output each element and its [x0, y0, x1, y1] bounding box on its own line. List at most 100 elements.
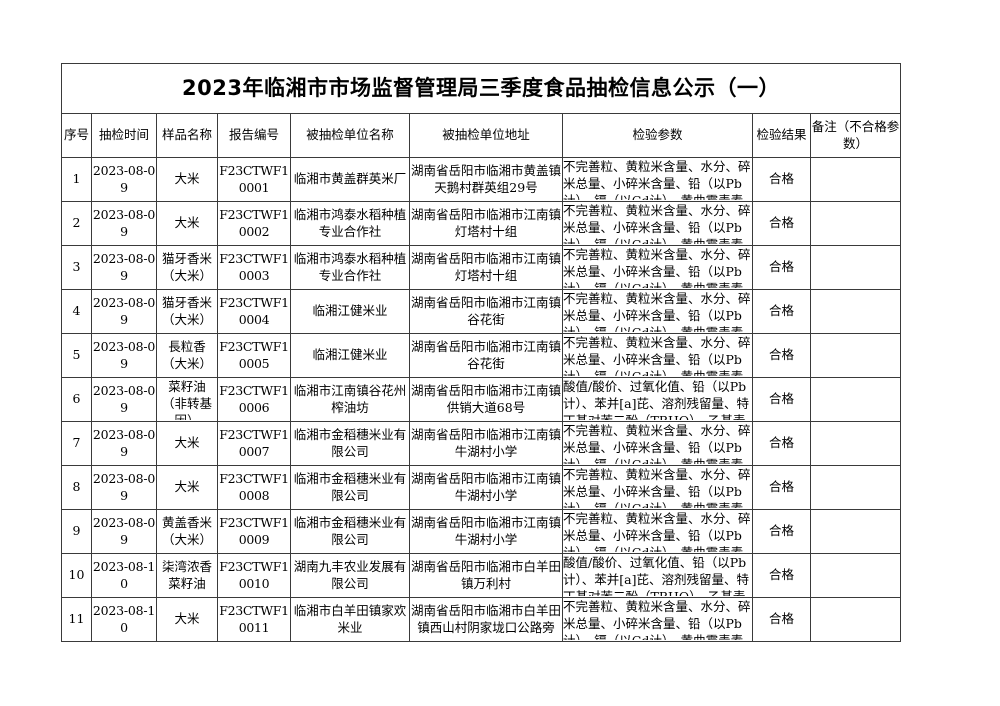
cell-remark: [809, 421, 902, 466]
cell-params: 不完善粒、黄粒米含量、水分、碎米总量、小碎米含量、铅（以Pb计）、镉（以Cd计）…: [562, 201, 753, 246]
cell-sample-text: 長粒香（大米）: [161, 338, 212, 371]
cell-unit-text: 临湘市江南镇谷花州榨油坊: [293, 382, 407, 415]
table-body: 2023年临湘市市场监督管理局三季度食品抽检信息公示（一） 序号 抽检时间 样品…: [60, 63, 902, 642]
cell-params: 酸值/酸价、过氧化值、铅（以Pb计）、苯并[a]芘、溶剂残留量、特丁基对苯二酚（…: [562, 553, 753, 598]
cell-index: 10: [61, 553, 92, 598]
table-row: 1 2023-08-09 大米 F23CTWF10001 临湘市黄盖群英米厂 湖南省岳阳市…: [61, 157, 902, 202]
cell-code: F23CTWF10006: [217, 377, 291, 422]
cell-remark: [809, 377, 902, 422]
cell-code: F23CTWF10011: [217, 597, 291, 642]
column-header-date: 抽检时间: [91, 113, 157, 158]
cell-date: 2023-08-10: [91, 553, 157, 598]
cell-index-text: 8: [72, 479, 81, 495]
cell-sample: 長粒香（大米）: [156, 333, 218, 378]
cell-remark: [809, 465, 902, 510]
cell-params-text: 不完善粒、黄粒米含量、水分、碎米总量、小碎米含量、铅（以Pb计）、镉（以Cd计）…: [563, 203, 751, 244]
cell-result-text: 合格: [768, 259, 794, 275]
cell-result: 合格: [752, 201, 811, 246]
cell-result: 合格: [752, 421, 811, 466]
cell-address: 湖南省岳阳市临湘市江南镇牛湖村小学: [409, 465, 563, 510]
cell-sample-text: 柒湾浓香菜籽油: [161, 558, 212, 591]
cell-address-text: 湖南省岳阳市临湘市白羊田镇西山村阴家垅口公路旁: [410, 602, 561, 635]
cell-code: F23CTWF10007: [217, 421, 291, 466]
cell-date-text: 2023-08-09: [92, 162, 156, 195]
cell-sample: 大米: [156, 465, 218, 510]
column-header-address: 被抽检单位地址: [409, 113, 563, 158]
table-row: 8 2023-08-09 大米 F23CTWF10008 临湘市金稻穗米业有限公司 湖南省…: [61, 465, 902, 510]
cell-sample-text: 菜籽油（非转基因）: [161, 379, 212, 420]
cell-address: 湖南省岳阳市临湘市江南镇牛湖村小学: [409, 421, 563, 466]
cell-address: 湖南省岳阳市临湘市江南镇灯塔村十组: [409, 245, 563, 290]
cell-date-text: 2023-08-10: [92, 558, 156, 591]
cell-params-text: 不完善粒、黄粒米含量、水分、碎米总量、小碎米含量、铅（以Pb计）、镉（以Cd计）…: [563, 159, 751, 200]
cell-code: F23CTWF10002: [217, 201, 291, 246]
cell-unit: 临湘市江南镇谷花州榨油坊: [290, 377, 410, 422]
cell-result-text: 合格: [768, 347, 794, 363]
cell-date: 2023-08-10: [91, 597, 157, 642]
table-row: 3 2023-08-09 猫牙香米（大米） F23CTWF10003 临湘市鸿泰水稻种植…: [61, 245, 902, 290]
cell-index: 11: [61, 597, 92, 642]
cell-address: 湖南省岳阳市临湘市江南镇供销大道68号: [409, 377, 563, 422]
cell-date-text: 2023-08-09: [92, 206, 156, 239]
cell-result: 合格: [752, 157, 811, 202]
cell-index-text: 10: [68, 567, 85, 583]
cell-unit: 临湘江健米业: [290, 333, 410, 378]
cell-date: 2023-08-09: [91, 421, 157, 466]
cell-remark: [809, 333, 902, 378]
cell-params: 不完善粒、黄粒米含量、水分、碎米总量、小碎米含量、铅（以Pb计）、镉（以Cd计）…: [562, 333, 753, 378]
table-row: 5 2023-08-09 長粒香（大米） F23CTWF10005 临湘江健米业 湖南省岳…: [61, 333, 902, 378]
cell-unit: 临湘市金稻穗米业有限公司: [290, 509, 410, 554]
cell-unit-text: 临湘市金稻穗米业有限公司: [293, 470, 407, 503]
cell-result: 合格: [752, 377, 811, 422]
cell-unit: 湖南九丰农业发展有限公司: [290, 553, 410, 598]
cell-address: 湖南省岳阳市临湘市白羊田镇万利村: [409, 553, 563, 598]
cell-address-text: 湖南省岳阳市临湘市白羊田镇万利村: [410, 558, 561, 591]
cell-address-text: 湖南省岳阳市临湘市江南镇牛湖村小学: [410, 514, 561, 547]
table-row: 7 2023-08-09 大米 F23CTWF10007 临湘市金稻穗米业有限公司 湖南省…: [61, 421, 902, 466]
cell-index: 4: [61, 289, 92, 334]
cell-code-text: F23CTWF10010: [219, 558, 289, 591]
table-row: 11 2023-08-10 大米 F23CTWF10011 临湘市白羊田镇家欢米业 湖南省…: [61, 597, 902, 642]
cell-index: 3: [61, 245, 92, 290]
cell-result: 合格: [752, 333, 811, 378]
cell-date: 2023-08-09: [91, 509, 157, 554]
column-header-sample: 样品名称: [156, 113, 218, 158]
column-header-index: 序号: [61, 113, 92, 158]
page-title: 2023年临湘市市场监督管理局三季度食品抽检信息公示（一）: [60, 63, 902, 114]
cell-result-text: 合格: [768, 391, 794, 407]
column-header-result: 检验结果: [752, 113, 811, 158]
cell-result-text: 合格: [768, 171, 794, 187]
cell-remark: [809, 509, 902, 554]
cell-sample: 大米: [156, 597, 218, 642]
cell-index: 7: [61, 421, 92, 466]
cell-address: 湖南省岳阳市临湘市白羊田镇西山村阴家垅口公路旁: [409, 597, 563, 642]
cell-remark: [809, 201, 902, 246]
cell-index: 2: [61, 201, 92, 246]
cell-sample-text: 大米: [174, 435, 200, 451]
cell-params: 不完善粒、黄粒米含量、水分、碎米总量、小碎米含量、铅（以Pb计）、镉（以Cd计）…: [562, 289, 753, 334]
cell-index: 9: [61, 509, 92, 554]
cell-unit-text: 临湘市金稻穗米业有限公司: [293, 514, 407, 547]
cell-code: F23CTWF10004: [217, 289, 291, 334]
cell-address-text: 湖南省岳阳市临湘市江南镇灯塔村十组: [410, 250, 561, 283]
cell-sample: 大米: [156, 201, 218, 246]
cell-unit: 临湘市金稻穗米业有限公司: [290, 465, 410, 510]
cell-index-text: 3: [72, 259, 81, 275]
column-header-remark: 备注（不合格参数）: [809, 113, 902, 158]
cell-sample: 大米: [156, 421, 218, 466]
cell-params-text: 不完善粒、黄粒米含量、水分、碎米总量、小碎米含量、铅（以Pb计）、镉（以Cd计）…: [563, 599, 751, 640]
cell-date-text: 2023-08-09: [92, 250, 156, 283]
cell-params: 不完善粒、黄粒米含量、水分、碎米总量、小碎米含量、铅（以Pb计）、镉（以Cd计）…: [562, 421, 753, 466]
cell-params: 不完善粒、黄粒米含量、水分、碎米总量、小碎米含量、铅（以Pb计）、镉（以Cd计）…: [562, 245, 753, 290]
title-row: 2023年临湘市市场监督管理局三季度食品抽检信息公示（一）: [60, 63, 902, 114]
cell-index: 6: [61, 377, 92, 422]
cell-code-text: F23CTWF10005: [219, 338, 289, 371]
cell-result-text: 合格: [768, 435, 794, 451]
cell-result-text: 合格: [768, 479, 794, 495]
table-row: 9 2023-08-09 黄盖香米（大米） F23CTWF10009 临湘市金稻穗米业有…: [61, 509, 902, 554]
cell-sample-text: 大米: [174, 215, 200, 231]
cell-sample-text: 黄盖香米（大米）: [161, 514, 212, 547]
cell-params: 不完善粒、黄粒米含量、水分、碎米总量、小碎米含量、铅（以Pb计）、镉（以Cd计）…: [562, 509, 753, 554]
cell-date-text: 2023-08-09: [92, 338, 156, 371]
cell-code: F23CTWF10005: [217, 333, 291, 378]
